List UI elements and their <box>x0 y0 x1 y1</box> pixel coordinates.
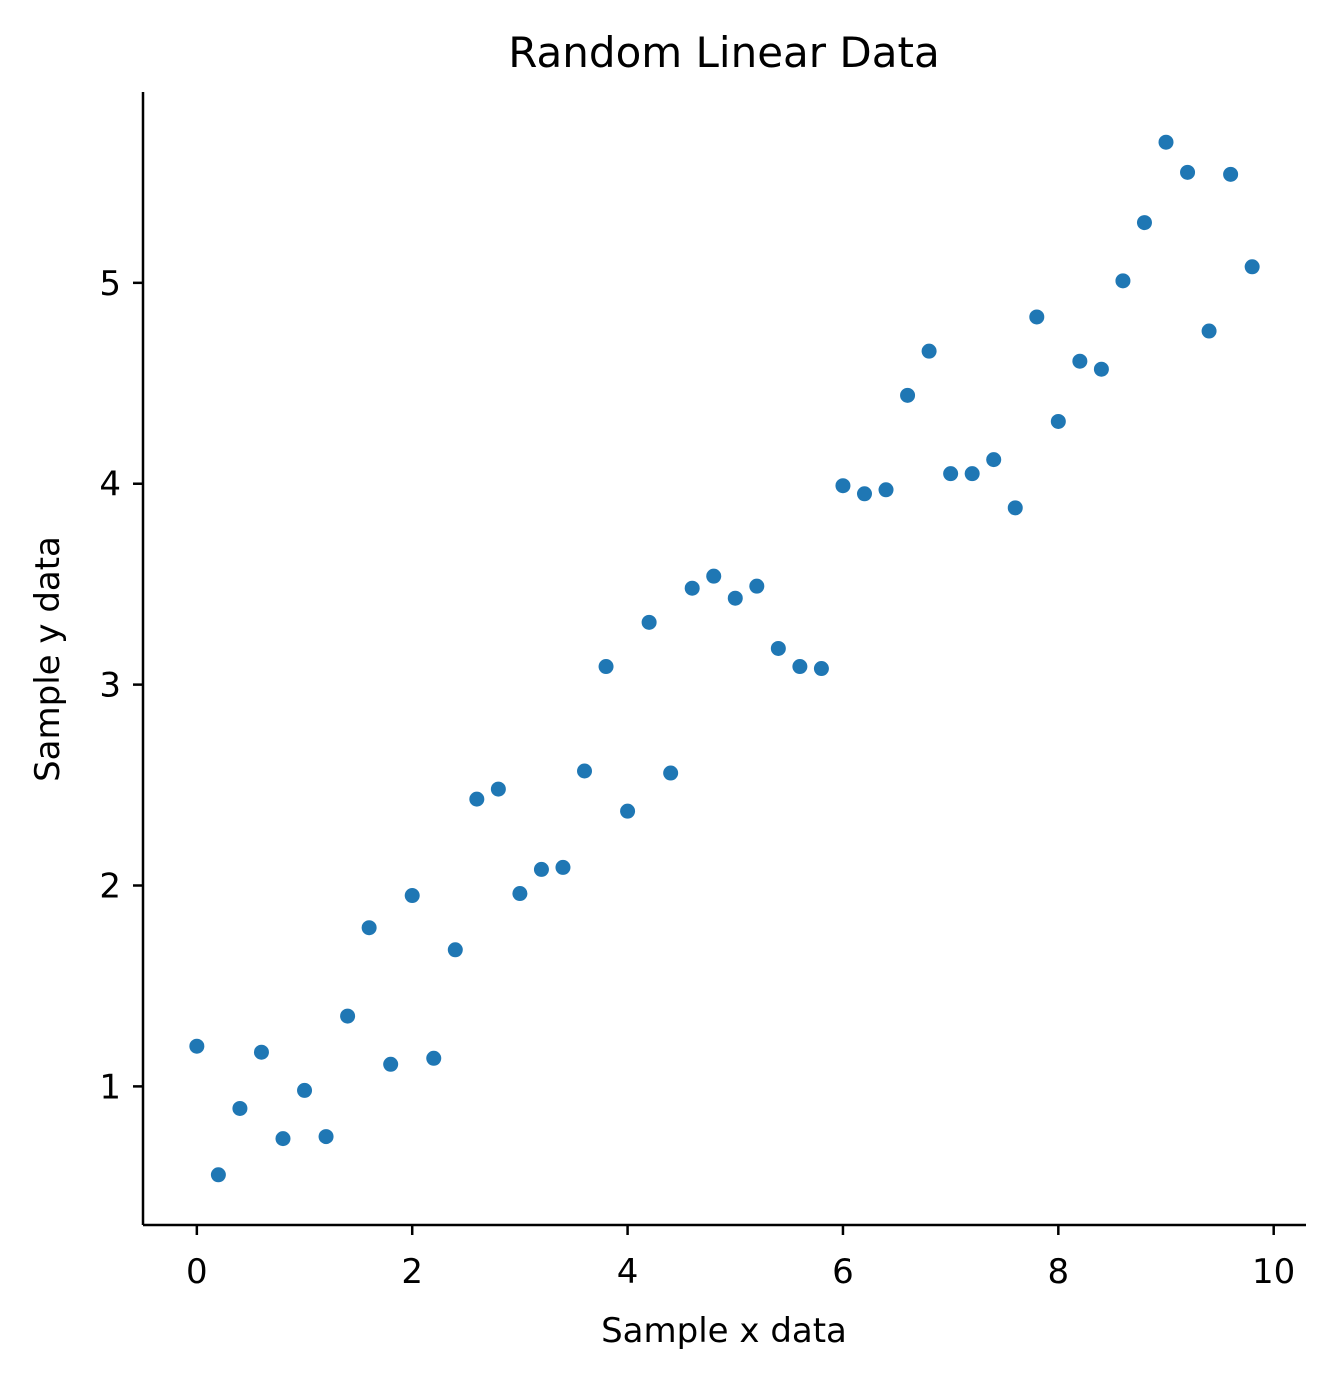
data-point <box>598 659 614 675</box>
data-point <box>469 791 485 807</box>
x-axis-label: Sample x data <box>601 1311 847 1351</box>
data-point <box>297 1082 313 1098</box>
data-point <box>749 578 765 594</box>
data-point <box>1029 309 1045 325</box>
data-point <box>835 478 851 494</box>
data-point <box>404 888 420 904</box>
data-point <box>533 861 549 877</box>
data-point <box>1072 353 1088 369</box>
data-point <box>1201 323 1217 339</box>
x-tick-label: 6 <box>832 1252 854 1292</box>
data-point <box>878 482 894 498</box>
data-point <box>1158 134 1174 150</box>
data-point <box>447 942 463 958</box>
data-point <box>727 590 743 606</box>
data-point <box>792 659 808 675</box>
x-tick-label: 0 <box>186 1252 208 1292</box>
data-point <box>490 781 506 797</box>
y-tick-label: 5 <box>99 264 121 304</box>
y-tick-label: 4 <box>99 465 121 505</box>
data-point <box>1136 215 1152 231</box>
data-point <box>1180 164 1196 180</box>
x-tick-label: 10 <box>1252 1252 1295 1292</box>
y-tick-label: 3 <box>99 666 121 706</box>
data-point <box>555 859 571 875</box>
data-point <box>684 580 700 596</box>
data-point <box>1007 500 1023 516</box>
y-tick-label: 1 <box>99 1067 121 1107</box>
data-point <box>426 1050 442 1066</box>
data-point <box>577 763 593 779</box>
data-point <box>275 1131 291 1147</box>
data-point <box>706 568 722 584</box>
data-point <box>189 1038 205 1054</box>
data-point <box>512 886 528 902</box>
data-point <box>900 387 916 403</box>
data-point <box>210 1167 226 1183</box>
data-point <box>921 343 937 359</box>
data-point <box>856 486 872 502</box>
x-tick-label: 8 <box>1048 1252 1070 1292</box>
data-point <box>663 765 679 781</box>
data-point <box>1223 166 1239 182</box>
x-tick-label: 2 <box>401 1252 423 1292</box>
data-point <box>340 1008 356 1024</box>
data-point <box>1093 361 1109 377</box>
data-point <box>318 1129 334 1145</box>
data-point <box>964 466 980 482</box>
data-point <box>1050 413 1066 429</box>
data-point <box>361 920 377 936</box>
data-point <box>383 1056 399 1072</box>
x-axis-ticks: 0 2 4 6 8 10 <box>186 1225 1295 1292</box>
data-point <box>986 452 1002 468</box>
data-point <box>813 661 829 677</box>
data-point <box>943 466 959 482</box>
y-axis-label: Sample y data <box>28 536 68 782</box>
x-tick-label: 4 <box>617 1252 639 1292</box>
chart-title: Random Linear Data <box>508 28 939 77</box>
data-point <box>641 614 657 630</box>
y-tick-label: 2 <box>99 867 121 907</box>
data-point <box>1244 259 1260 275</box>
y-axis-ticks: 1 2 3 4 5 <box>99 264 143 1107</box>
data-point <box>620 803 636 819</box>
data-point <box>232 1100 248 1116</box>
data-points <box>189 134 1260 1183</box>
data-point <box>1115 273 1131 289</box>
data-point <box>770 640 786 656</box>
data-point <box>253 1044 269 1060</box>
